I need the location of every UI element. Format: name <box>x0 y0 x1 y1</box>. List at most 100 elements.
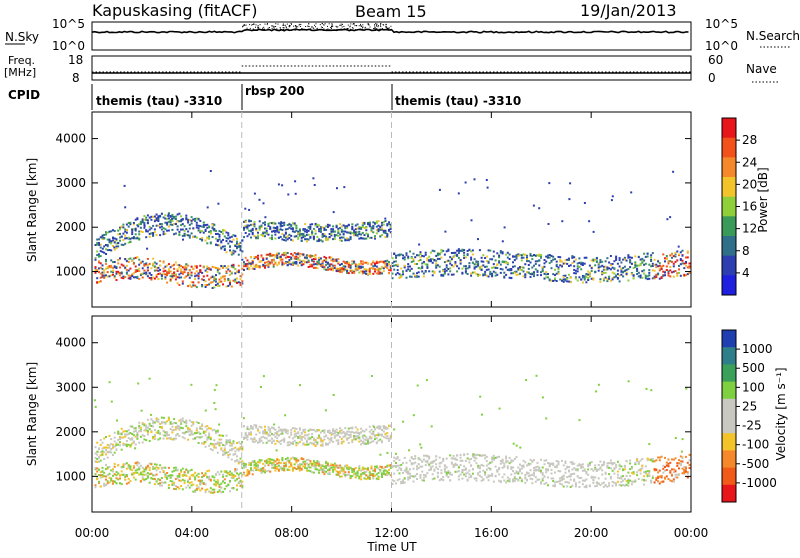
data-point <box>240 249 242 251</box>
data-point <box>295 261 297 263</box>
data-point <box>486 460 488 462</box>
data-point <box>161 485 163 487</box>
data-point <box>280 236 282 238</box>
data-point <box>344 465 346 467</box>
data-point <box>510 268 512 270</box>
data-point <box>512 460 514 462</box>
data-point <box>308 234 310 236</box>
data-point <box>168 217 170 219</box>
data-point <box>426 257 428 259</box>
data-point <box>210 492 212 494</box>
data-point <box>413 253 415 255</box>
data-point <box>288 441 290 443</box>
data-point <box>500 268 502 270</box>
data-point <box>250 256 252 258</box>
data-point <box>107 447 109 449</box>
data-point <box>311 223 313 225</box>
nsearch-dot <box>347 30 348 31</box>
data-point <box>626 269 628 271</box>
data-point <box>189 274 191 276</box>
data-point <box>136 434 138 436</box>
data-point <box>612 263 614 265</box>
data-point <box>416 473 418 475</box>
data-point <box>229 274 231 276</box>
data-point <box>166 265 168 267</box>
data-point <box>107 451 109 453</box>
data-point <box>378 427 380 429</box>
data-point <box>573 265 575 267</box>
data-point <box>568 259 570 261</box>
data-point <box>264 267 266 269</box>
nsearch-dot <box>308 23 309 24</box>
data-point <box>121 483 123 485</box>
data-point <box>116 238 118 240</box>
data-point <box>96 478 98 480</box>
data-point <box>143 479 145 481</box>
data-point <box>182 427 184 429</box>
date-label: 19/Jan/2013 <box>580 1 677 20</box>
data-point <box>440 462 442 464</box>
data-point <box>315 466 317 468</box>
data-point <box>281 259 283 261</box>
data-point <box>512 467 514 469</box>
data-point <box>647 253 649 255</box>
data-point <box>400 268 402 270</box>
data-point <box>420 251 422 253</box>
nsearch-dot <box>375 30 376 31</box>
data-point <box>178 273 180 275</box>
data-point <box>671 257 673 259</box>
data-point <box>318 472 320 474</box>
data-point <box>381 272 383 274</box>
data-point <box>269 222 271 224</box>
data-point <box>147 269 149 271</box>
data-point <box>152 232 154 234</box>
data-point <box>554 269 556 271</box>
data-point <box>426 461 428 463</box>
data-point <box>274 238 276 240</box>
data-point <box>229 471 231 473</box>
data-point <box>262 222 264 224</box>
data-point <box>133 465 135 467</box>
data-point <box>105 484 107 486</box>
data-point <box>386 267 388 269</box>
data-point <box>325 264 327 266</box>
data-point <box>318 257 320 259</box>
data-point <box>170 423 172 425</box>
nsky-panel: N.Sky 10^5 10^0 10^5 10^0 N.Search <box>5 17 800 53</box>
nsearch-dot <box>380 26 381 27</box>
data-point <box>311 255 313 257</box>
data-point <box>159 234 161 236</box>
data-point <box>362 232 364 234</box>
data-point <box>281 233 283 235</box>
data-point <box>351 471 353 473</box>
data-point <box>145 439 147 441</box>
data-point <box>322 440 324 442</box>
data-point <box>482 254 484 256</box>
nsearch-dot <box>272 28 273 29</box>
data-point <box>117 439 119 441</box>
data-point <box>103 269 105 271</box>
nsearch-dot <box>280 27 281 28</box>
data-point <box>397 456 399 458</box>
data-point <box>254 268 256 270</box>
data-point <box>379 471 381 473</box>
data-point <box>299 467 301 469</box>
data-point <box>189 269 191 271</box>
data-point <box>360 476 362 478</box>
data-point <box>164 218 166 220</box>
data-point <box>477 467 479 469</box>
data-point <box>351 475 353 477</box>
data-point <box>208 433 210 435</box>
data-point <box>381 429 383 431</box>
nsearch-dot <box>355 25 356 26</box>
nsearch-dot <box>331 23 332 24</box>
data-point <box>311 429 313 431</box>
data-point <box>503 261 505 263</box>
data-point <box>95 484 97 486</box>
data-point <box>336 187 338 189</box>
nsearch-dot <box>341 25 342 26</box>
data-point <box>500 481 502 483</box>
data-point <box>152 478 154 480</box>
data-point <box>322 261 324 263</box>
